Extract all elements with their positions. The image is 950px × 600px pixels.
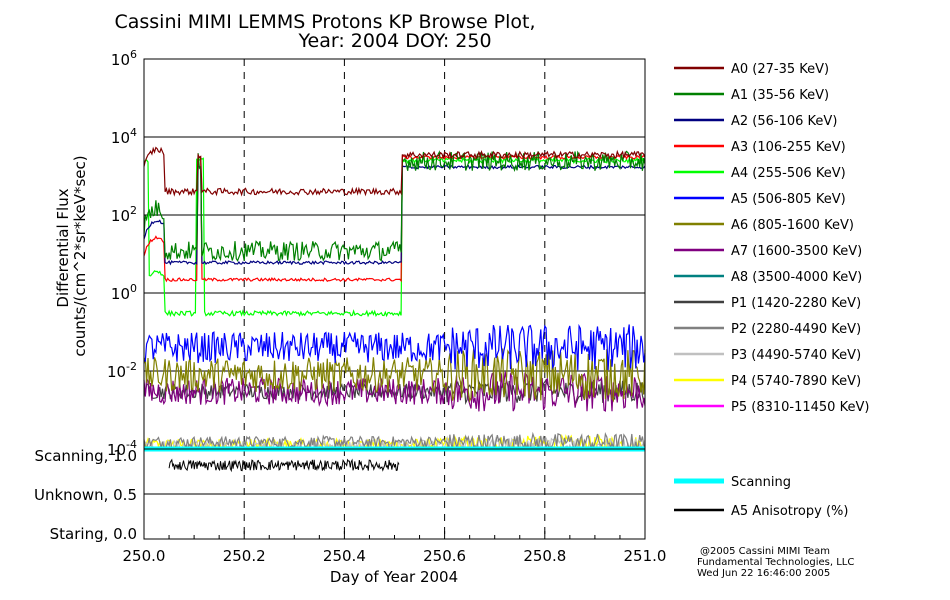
series-line (143, 156, 646, 318)
y-axis-label-line1: Differential Flux (54, 188, 72, 307)
x-tick-label: 250.4 (323, 547, 366, 565)
y-tick-base: 10 (107, 441, 126, 459)
series-line (143, 371, 646, 412)
series-line (143, 348, 646, 404)
series-layer (143, 146, 646, 473)
credit-line2: Fundamental Technologies, LLC (697, 557, 854, 568)
y-tick-base: 10 (111, 285, 130, 303)
y-tick-exponent: -4 (126, 438, 137, 451)
y-tick-exponent: 4 (130, 126, 137, 139)
legend-label: A0 (27-35 KeV) (731, 62, 829, 77)
legend-label: A7 (1600-3500 KeV) (731, 244, 862, 259)
credit-line3: Wed Jun 22 16:46:00 2005 (697, 568, 830, 579)
legend-label: A5 (506-805 KeV) (731, 192, 846, 207)
legend-label: A3 (106-255 KeV) (731, 140, 846, 155)
legend-label: A1 (35-56 KeV) (731, 88, 829, 103)
legend-label: P5 (8310-11450 KeV) (731, 400, 869, 415)
series-line (143, 164, 646, 266)
series-line (143, 323, 646, 371)
series-line (143, 150, 646, 262)
series-line (143, 431, 646, 451)
y-tick-base: 10 (111, 207, 130, 225)
x-tick-label: 250.8 (523, 547, 566, 565)
x-axis-label: Day of Year 2004 (330, 568, 458, 586)
y-tick-exponent: -2 (126, 360, 137, 373)
legend-label: Scanning (731, 475, 791, 490)
legend-label: P4 (5740-7890 KeV) (731, 374, 861, 389)
series-line (143, 154, 646, 283)
y-tick-base: 10 (111, 129, 130, 147)
y-tick-label: 10-2 (107, 360, 137, 381)
legend: A0 (27-35 KeV) A1 (35-56 KeV) A2 (56-106 K… (674, 62, 869, 519)
legend-label: A5 Anisotropy (%) (731, 504, 848, 519)
y-tick-exponent: 0 (130, 282, 137, 295)
legend-label: P1 (1420-2280 KeV) (731, 296, 861, 311)
anisotropy-line (168, 458, 400, 473)
grid (144, 58, 645, 539)
y-tick-label: 104 (111, 126, 137, 147)
chart-title-line2: Year: 2004 DOY: 250 (297, 30, 491, 52)
y-tick-exponent: 2 (130, 204, 137, 217)
legend-label: P2 (2280-4490 KeV) (731, 322, 861, 337)
credit-line1: @2005 Cassini MIMI Team (700, 546, 830, 557)
legend-label: P3 (4490-5740 KeV) (731, 348, 861, 363)
y-tick-label: 102 (111, 204, 137, 225)
y-tick-label: 106 (111, 48, 137, 69)
x-tick-label: 250.6 (423, 547, 466, 565)
y-tick-base: 10 (111, 51, 130, 69)
y-tick-exponent: 6 (130, 48, 137, 61)
plot-frames (143, 58, 646, 540)
y-tick-label: 100 (111, 282, 137, 303)
y-axis-label-line2: counts/(cm^2*sr*keV*sec) (71, 155, 89, 356)
x-tick-label: 250.0 (123, 547, 166, 565)
x-tick-label: 251.0 (624, 547, 667, 565)
x-tick-label: 250.2 (223, 547, 266, 565)
lower-panel-label-unknown: Unknown, 0.5 (34, 486, 137, 504)
legend-label: A2 (56-106 KeV) (731, 114, 837, 129)
x-tick-labels: 250.0 250.2 250.4 250.6 250.8 251.0 (123, 547, 667, 565)
series-line (143, 146, 646, 197)
lower-panel-label-scanning: Scanning, 1.0 (34, 447, 137, 465)
y-tick-base: 10 (107, 363, 126, 381)
chart-title-line1: Cassini MIMI LEMMS Protons KP Browse Plo… (114, 11, 535, 33)
legend-label: A4 (255-506 KeV) (731, 166, 846, 181)
y-tick-label: 10-4 (107, 438, 137, 459)
legend-label: A8 (3500-4000 KeV) (731, 270, 862, 285)
lower-panel-label-staring: Staring, 0.0 (50, 525, 137, 543)
legend-label: A6 (805-1600 KeV) (731, 218, 854, 233)
